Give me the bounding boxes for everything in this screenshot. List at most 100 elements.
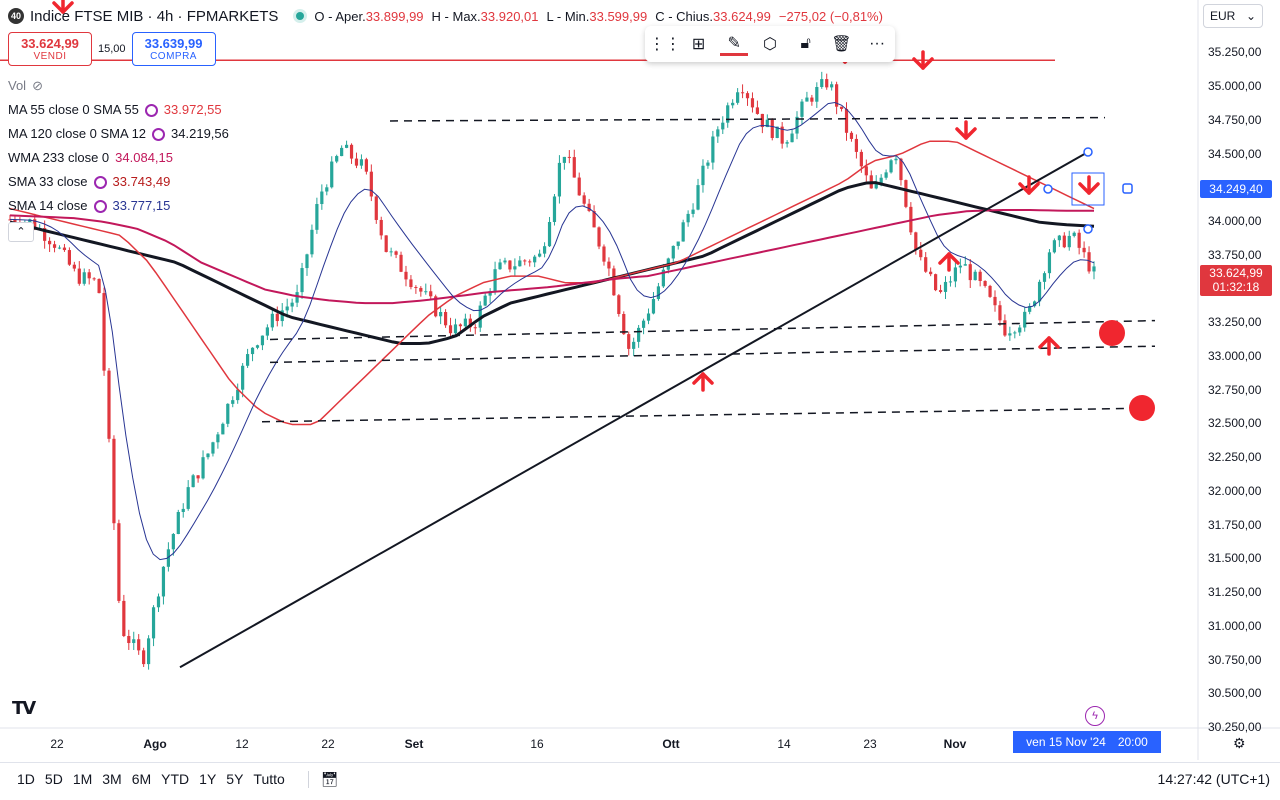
- candle-body: [245, 354, 250, 366]
- indicator-settings-icon[interactable]: [144, 103, 158, 117]
- candle-body: [142, 650, 146, 665]
- candle-body: [1092, 266, 1096, 272]
- currency-select[interactable]: EUR ⌄: [1203, 4, 1263, 28]
- drag-handle-icon[interactable]: ⋮⋮: [648, 36, 681, 53]
- candle-body: [612, 268, 616, 296]
- more-icon[interactable]: ···: [869, 35, 886, 52]
- range-1m[interactable]: 1M: [72, 771, 93, 787]
- candle-body: [1033, 301, 1037, 307]
- candle-body: [300, 268, 304, 293]
- selection-handle: [1083, 224, 1093, 234]
- down-arrow: [955, 120, 977, 140]
- range-5d[interactable]: 5D: [44, 771, 63, 787]
- candle-body: [374, 196, 378, 220]
- alert-bolt-icon[interactable]: ϟ: [1085, 706, 1105, 726]
- candle-body: [948, 281, 953, 283]
- brush-icon[interactable]: ✎: [720, 33, 749, 56]
- low-label: L - Min.: [546, 8, 590, 24]
- date-range-icon[interactable]: 📅︎: [307, 770, 339, 788]
- candle-body: [255, 345, 260, 348]
- gear-hex-icon[interactable]: ⬡: [762, 36, 777, 53]
- collapse-legend-button[interactable]: ⌃: [8, 222, 34, 242]
- dashed-level-line: [269, 319, 1156, 341]
- trend-line: [179, 151, 1089, 669]
- indicator-sma33[interactable]: SMA 33 close 33.743,49: [8, 170, 229, 194]
- range-3m[interactable]: 3M: [102, 771, 122, 787]
- candle-body: [122, 600, 126, 637]
- axis-settings-icon[interactable]: ⚙: [1233, 735, 1246, 751]
- candle-body: [295, 292, 299, 303]
- cursor-date: ven 15 Nov '24: [1026, 735, 1106, 749]
- candle-body: [750, 98, 755, 108]
- candle-body: [97, 279, 101, 294]
- indicator-line: [9, 181, 1095, 345]
- candle-body: [8, 219, 12, 221]
- trash-icon[interactable]: 🗑︎: [831, 36, 852, 53]
- indicator-settings-icon[interactable]: [93, 175, 107, 189]
- candle-body: [528, 261, 532, 263]
- lock-icon[interactable]: 🔓︎: [800, 35, 811, 52]
- candle-body: [721, 122, 725, 130]
- candle-body: [820, 79, 824, 88]
- down-arrow: [52, 0, 74, 14]
- candle-body: [226, 403, 230, 424]
- candle-body: [181, 508, 185, 512]
- market-status-icon: [296, 12, 305, 20]
- candle-body: [404, 271, 408, 280]
- crosshair-price-label: 34.249,40: [1200, 180, 1272, 198]
- candle-body: [330, 161, 334, 188]
- indicator-ma120[interactable]: MA 120 close 0 SMA 12 34.219,56: [8, 122, 229, 146]
- candle-body: [790, 133, 794, 143]
- symbol-title[interactable]: Indice FTSE MIB · 4h · FPMARKETS: [30, 7, 279, 25]
- candle-body: [973, 271, 977, 281]
- price-tick-label: 30.750,00: [1208, 652, 1262, 667]
- sell-button[interactable]: 33.624,99 VENDI: [8, 32, 92, 66]
- layout-icon[interactable]: ⊞: [691, 36, 706, 53]
- range-1y[interactable]: 1Y: [199, 771, 217, 787]
- candle-body: [498, 262, 502, 270]
- candle-body: [1018, 327, 1022, 333]
- candle-body: [760, 113, 764, 128]
- candle-body: [424, 291, 428, 293]
- indicator-ma55[interactable]: MA 55 close 0 SMA 55 33.972,55: [8, 98, 229, 122]
- candle-body: [290, 302, 294, 307]
- candle-body: [443, 311, 448, 326]
- tradingview-logo-icon[interactable]: TV: [12, 698, 36, 719]
- candle-body: [77, 268, 81, 284]
- candle-body: [627, 334, 631, 349]
- price-tick-label: 31.250,00: [1208, 585, 1262, 600]
- candle-body: [701, 165, 705, 186]
- price-tick-label: 30.250,00: [1208, 720, 1262, 734]
- range-6m[interactable]: 6M: [131, 771, 152, 787]
- indicator-settings-icon[interactable]: [152, 127, 166, 141]
- candle-body: [825, 79, 829, 88]
- candle-body: [453, 324, 458, 334]
- clock[interactable]: 14:27:42 (UTC+1): [1157, 771, 1270, 787]
- indicator-value: 34.219,56: [171, 126, 229, 141]
- trendline-handle: [1083, 147, 1093, 157]
- candle-body: [641, 320, 646, 328]
- range-5y[interactable]: 5Y: [226, 771, 244, 787]
- range-1d[interactable]: 1D: [17, 771, 35, 787]
- candle-body: [597, 227, 601, 247]
- candle-body: [359, 159, 364, 166]
- indicator-settings-icon[interactable]: [93, 199, 107, 213]
- spread-value: 15,00: [98, 43, 126, 55]
- chevron-down-icon: ⌄: [1245, 9, 1256, 23]
- dashed-level-line: [261, 407, 1141, 423]
- price-tick-label: 34.000,00: [1208, 214, 1262, 229]
- up-arrow: [938, 252, 960, 272]
- indicator-wma233[interactable]: WMA 233 close 0 34.084,15: [8, 146, 229, 170]
- indicator-sma14[interactable]: SMA 14 close 33.777,15: [8, 194, 229, 218]
- range-all[interactable]: Tutto: [253, 771, 285, 787]
- candle-body: [934, 274, 938, 291]
- candle-body: [344, 144, 349, 148]
- volume-legend[interactable]: Vol ⊘: [8, 74, 229, 98]
- broker-badge-icon: 40: [8, 8, 24, 24]
- candle-body: [795, 116, 799, 134]
- buy-button[interactable]: 33.639,99 COMPRA: [131, 32, 216, 66]
- range-ytd[interactable]: YTD: [161, 771, 190, 787]
- indicator-label: MA 120 close 0 SMA 12: [8, 126, 147, 141]
- candle-body: [340, 147, 344, 157]
- eye-slash-icon[interactable]: ⊘: [32, 78, 43, 93]
